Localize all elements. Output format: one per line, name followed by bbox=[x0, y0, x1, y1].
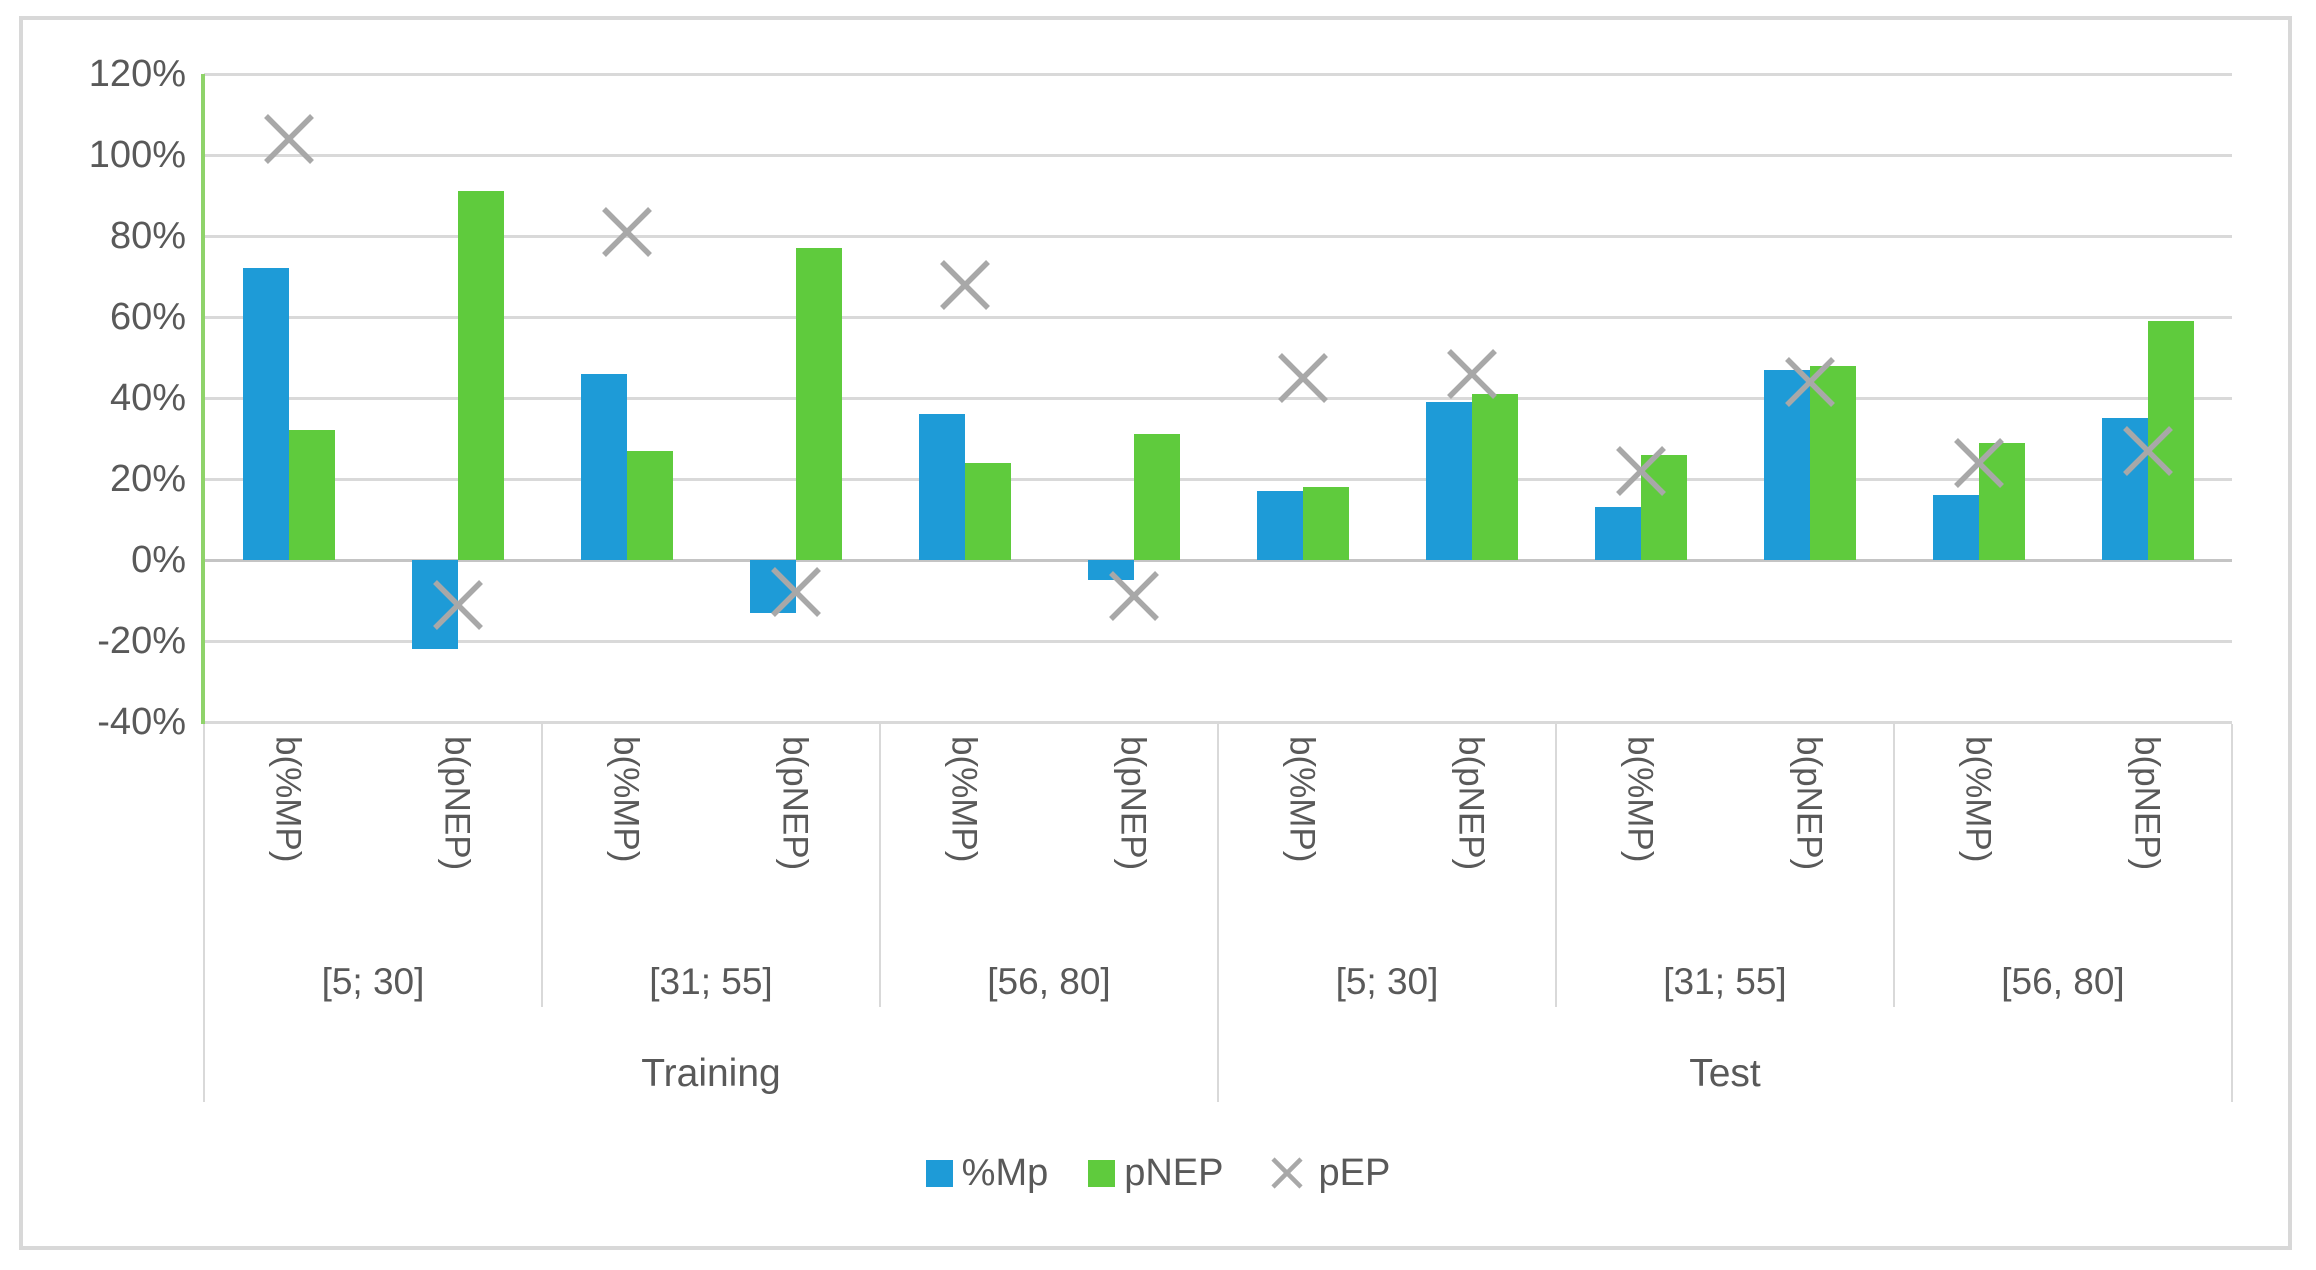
range-label: [56, 80] bbox=[987, 961, 1111, 1002]
marker-pep bbox=[1443, 345, 1501, 403]
y-axis-tick-label: 100% bbox=[88, 134, 186, 176]
marker-pep bbox=[1274, 349, 1332, 407]
category-label: b(pNEP) bbox=[775, 736, 815, 871]
bar-mp bbox=[1932, 495, 1979, 560]
y-axis-tick-label: -40% bbox=[97, 701, 186, 743]
bar-mp bbox=[411, 560, 458, 650]
category-label: b(%MP) bbox=[1620, 736, 1660, 863]
bar-pnep bbox=[1133, 434, 1180, 560]
y-axis-tick-label: -20% bbox=[97, 620, 186, 662]
marker-pep bbox=[260, 110, 318, 168]
bar-pnep bbox=[457, 191, 504, 560]
y-axis-tick-label: 40% bbox=[109, 377, 186, 419]
gridline-0 bbox=[204, 558, 2232, 562]
marker-pep bbox=[598, 203, 656, 261]
category-label: b(pNEP) bbox=[2127, 736, 2167, 871]
category-label: b(pNEP) bbox=[1789, 736, 1829, 871]
range-label: [56, 80] bbox=[2001, 961, 2125, 1002]
bar-mp bbox=[580, 373, 627, 560]
gridline-100 bbox=[204, 153, 2232, 157]
marker-pep bbox=[936, 256, 994, 314]
category-label: b(%MP) bbox=[1958, 736, 1998, 863]
bar-pnep bbox=[626, 450, 673, 560]
category-label: b(pNEP) bbox=[1113, 736, 1153, 871]
y-axis-tick-label: 0% bbox=[131, 539, 186, 581]
bar-mp bbox=[242, 268, 289, 560]
range-label: [31; 55] bbox=[649, 961, 773, 1002]
range-separator bbox=[1555, 724, 1557, 1007]
marker-pep bbox=[2119, 422, 2177, 480]
gridline-40 bbox=[204, 396, 2232, 400]
category-label: b(%MP) bbox=[944, 736, 984, 863]
bar-mp bbox=[1256, 491, 1303, 560]
marker-pep bbox=[1612, 442, 1670, 500]
gridline-120 bbox=[204, 72, 2232, 76]
bar-pnep bbox=[964, 462, 1011, 560]
bar-pnep bbox=[1302, 487, 1349, 560]
category-label: b(pNEP) bbox=[1451, 736, 1491, 871]
gridline-40 bbox=[204, 720, 2232, 724]
legend-swatch-mp bbox=[925, 1159, 953, 1187]
range-label: [5; 30] bbox=[321, 961, 425, 1002]
bar-pnep bbox=[1471, 393, 1518, 560]
marker-pep bbox=[1781, 353, 1839, 411]
range-separator bbox=[1893, 724, 1895, 1007]
y-axis-tick-label: 20% bbox=[109, 458, 186, 500]
legend-swatch-pnep bbox=[1088, 1159, 1116, 1187]
legend-item-mp: %Mp bbox=[925, 1152, 1049, 1194]
y-axis-tick-label: 120% bbox=[88, 53, 186, 95]
legend-label-pnep: pNEP bbox=[1124, 1152, 1224, 1194]
legend-label-pep: pEP bbox=[1318, 1152, 1391, 1194]
category-label: b(%MP) bbox=[268, 736, 308, 863]
bar-mp bbox=[918, 414, 965, 560]
gridline-20 bbox=[204, 639, 2232, 643]
marker-pep bbox=[767, 563, 825, 621]
axis-boundary-separator bbox=[203, 724, 205, 1102]
marker-pep bbox=[429, 576, 487, 634]
marker-pep bbox=[1105, 567, 1163, 625]
category-label: b(pNEP) bbox=[437, 736, 477, 871]
bar-pnep bbox=[1809, 365, 1856, 560]
legend: %Mp pNEP pEP bbox=[0, 1140, 2316, 1206]
range-label: [5; 30] bbox=[1335, 961, 1439, 1002]
y-axis-tick-label: 80% bbox=[109, 215, 186, 257]
bar-pnep bbox=[1978, 442, 2025, 560]
bar-mp bbox=[1425, 402, 1472, 560]
legend-item-pnep: pNEP bbox=[1088, 1152, 1224, 1194]
axis-boundary-separator bbox=[2231, 724, 2233, 1102]
gridline-60 bbox=[204, 315, 2232, 319]
legend-item-pep: pEP bbox=[1264, 1150, 1391, 1196]
bar-pnep bbox=[795, 248, 842, 560]
bar-mp bbox=[1087, 560, 1134, 581]
category-label: b(%MP) bbox=[606, 736, 646, 863]
bar-mp bbox=[1594, 507, 1641, 560]
marker-pep bbox=[1950, 434, 2008, 492]
gridline-80 bbox=[204, 234, 2232, 238]
y-axis-tick-label: 60% bbox=[109, 296, 186, 338]
gridline-20 bbox=[204, 477, 2232, 481]
axis-boundary-separator bbox=[1217, 724, 1219, 1102]
range-separator bbox=[879, 724, 881, 1007]
y-axis-line bbox=[201, 74, 205, 724]
bar-pnep bbox=[1640, 454, 1687, 560]
bar-pnep bbox=[288, 430, 335, 560]
legend-label-mp: %Mp bbox=[961, 1152, 1049, 1194]
figure-border bbox=[19, 16, 2292, 1250]
x-marker-icon bbox=[1264, 1150, 1310, 1196]
section-label-training: Training bbox=[641, 1052, 781, 1095]
range-label: [31; 55] bbox=[1663, 961, 1787, 1002]
range-separator bbox=[541, 724, 543, 1007]
category-label: b(%MP) bbox=[1282, 736, 1322, 863]
section-label-test: Test bbox=[1689, 1052, 1761, 1095]
